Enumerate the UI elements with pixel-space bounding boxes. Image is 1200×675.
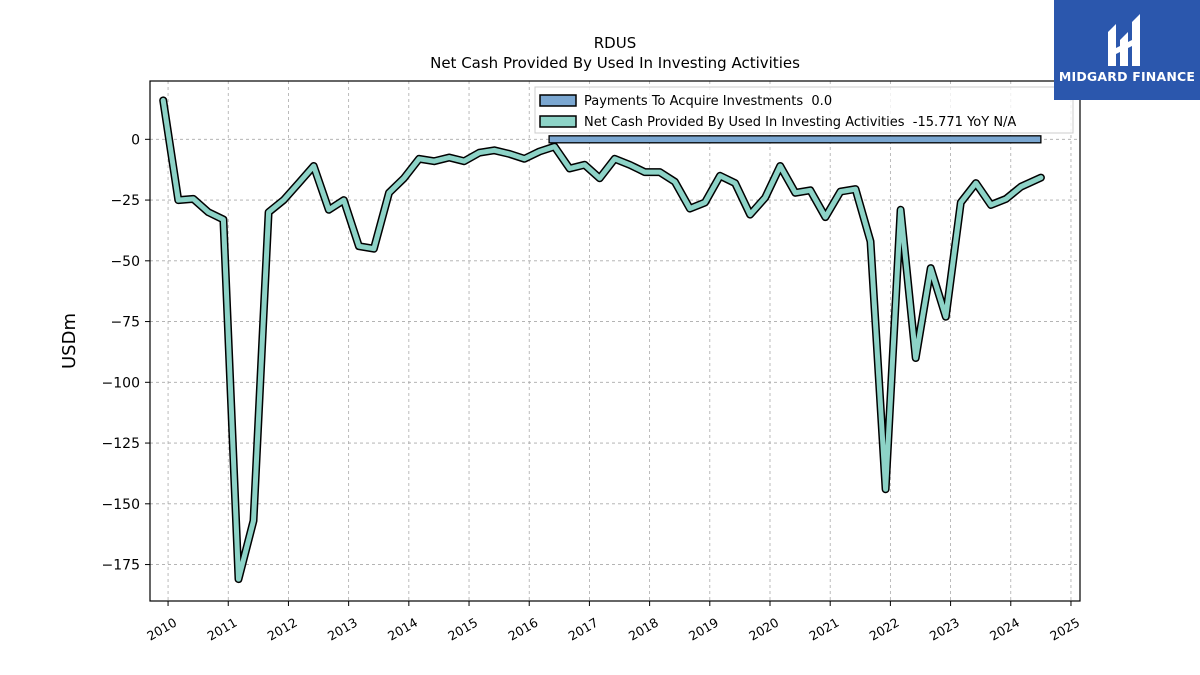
y-axis: 0 −25 −50 −75 −100 −125 −150 −175 <box>102 132 150 574</box>
x-tick-label: 2015 <box>445 615 480 644</box>
x-tick-label: 2025 <box>1047 615 1082 644</box>
x-tick-label: 2019 <box>686 615 721 644</box>
x-tick-label: 2023 <box>927 615 962 644</box>
brand-logo: MIDGARD FINANCE <box>1054 0 1200 100</box>
midgard-logo-icon <box>1108 14 1140 66</box>
x-tick-label: 2017 <box>566 615 601 644</box>
x-tick-label: 2010 <box>144 615 179 644</box>
x-tick-label: 2020 <box>746 615 781 644</box>
net-cash-line <box>160 97 1044 582</box>
bar-series <box>548 135 1042 144</box>
x-tick-label: 2024 <box>987 615 1022 644</box>
y-tick-label: −25 <box>110 193 140 209</box>
y-tick-label: −175 <box>102 558 140 574</box>
x-tick-label: 2012 <box>265 615 300 644</box>
x-tick-label: 2011 <box>204 615 239 644</box>
brand-name: MIDGARD FINANCE <box>1058 69 1196 84</box>
x-tick-label: 2018 <box>626 615 661 644</box>
y-tick-label: −100 <box>102 375 140 391</box>
y-tick-label: −150 <box>102 497 140 513</box>
legend-box <box>534 86 1074 134</box>
legend: Payments To Acquire Investments 0.0 Net … <box>534 86 1074 134</box>
plot-frame <box>149 80 1081 602</box>
x-tick-label: 2021 <box>806 615 841 644</box>
y-tick-label: 0 <box>131 132 140 148</box>
x-axis: 2010 2011 2012 2013 2014 2015 2016 2017 2018 2019… <box>144 601 1082 644</box>
investments-bar <box>548 135 1042 144</box>
line-series <box>159 96 1045 584</box>
legend-swatch-line <box>539 115 577 128</box>
x-tick-label: 2013 <box>325 615 360 644</box>
y-tick-label: −125 <box>102 436 140 452</box>
legend-label-line: Net Cash Provided By Used In Investing A… <box>584 115 1016 130</box>
legend-label-bar: Payments To Acquire Investments 0.0 <box>584 94 832 109</box>
y-tick-label: −75 <box>110 315 140 331</box>
y-axis-label: USDm <box>59 313 80 369</box>
x-tick-label: 2014 <box>385 615 420 644</box>
x-tick-label: 2016 <box>505 615 540 644</box>
y-tick-label: −50 <box>110 254 140 270</box>
legend-swatch-bar <box>539 94 577 107</box>
x-tick-label: 2022 <box>867 615 902 644</box>
chart-subtitle: Net Cash Provided By Used In Investing A… <box>430 54 800 72</box>
chart-title: RDUS <box>594 34 636 52</box>
